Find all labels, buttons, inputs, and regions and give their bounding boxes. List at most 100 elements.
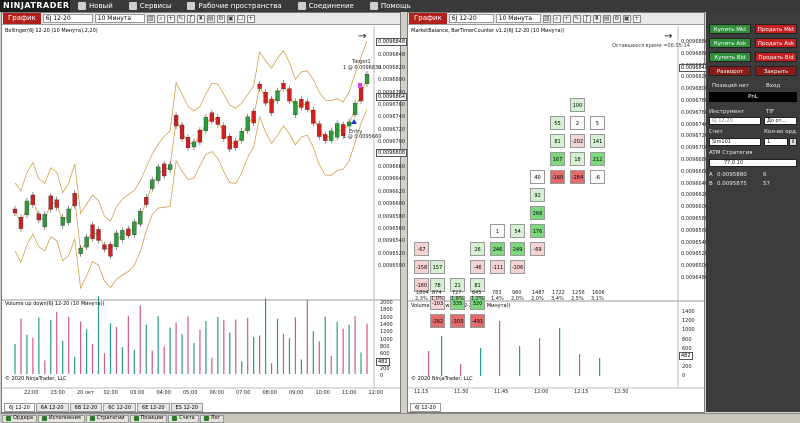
orderflow-cell: 2 (570, 116, 585, 130)
close-button[interactable]: Закрыть (755, 66, 797, 76)
add-tab-icon[interactable]: + (632, 14, 641, 23)
orderflow-cell: 157 (430, 260, 445, 274)
instrument-tab[interactable]: 6J 12-20 (4, 403, 35, 412)
left-instrument-selector[interactable]: 6J 12-20 (42, 14, 93, 23)
status-tab[interactable]: Счета (168, 414, 199, 423)
instrument-field[interactable]: 6J 12-20 (709, 117, 761, 125)
left-chart-canvas[interactable]: → (2, 26, 400, 412)
candle-body (96, 229, 101, 241)
volume-bar (163, 346, 165, 374)
candle-body (156, 166, 161, 181)
left-interval-selector[interactable]: 10 Минута (94, 14, 145, 23)
candle-body (144, 197, 149, 205)
properties-icon[interactable]: ⚙ (216, 14, 225, 23)
right-chart-window: График 6J 12-20 10 Минута ▥ ⌕ + ✎ ƒ ♜ ▤ … (407, 12, 711, 413)
right-tab-6j[interactable]: 6J 12-20 (410, 403, 441, 412)
indicators-icon[interactable]: ƒ (582, 14, 591, 23)
scroll-right-icon[interactable]: → (664, 31, 672, 42)
buy-bid-button[interactable]: Купить Bid (709, 52, 751, 62)
status-tab[interactable]: Позиции (129, 414, 168, 423)
bar-type-icon[interactable]: ▥ (542, 14, 551, 23)
orderflow-cell: 167 (550, 152, 565, 166)
right-chart-canvas[interactable]: → (408, 26, 704, 412)
instrument-tab[interactable]: ES 12-20 (170, 403, 203, 412)
sell-market-button[interactable]: Продать Mkt (755, 24, 797, 34)
tif-select[interactable]: До от... (764, 117, 797, 125)
volume-axis-label: 200 (380, 365, 390, 372)
candle-body (30, 194, 36, 205)
reverse-button[interactable]: Разворот (709, 66, 751, 76)
wrench-icon (128, 2, 137, 10)
atm-select[interactable]: 77.0.10 (709, 159, 797, 167)
instrument-tab[interactable]: 6B 12-20 (69, 403, 103, 412)
menu-workspaces[interactable]: Рабочие пространства (179, 2, 289, 10)
scroll-right-icon[interactable]: → (358, 31, 366, 42)
add-tab-icon[interactable]: + (246, 14, 255, 23)
main-menubar: NINJATRADER Новый Сервисы Рабочие простр… (0, 0, 800, 12)
time-axis-label: 12:15 (574, 389, 589, 395)
time-axis-label: 05:00 (183, 390, 198, 396)
volume-bar (26, 334, 28, 374)
quantity-input[interactable]: 1 (764, 138, 788, 146)
sell-ask-button[interactable]: Продать Ask (755, 38, 797, 48)
price-axis-label: 0.0096680 (681, 157, 709, 163)
orderflow-cell: -67 (414, 242, 429, 256)
volume-axis-label: 600 (380, 351, 390, 358)
instrument-tab[interactable]: 6A 12-20 (35, 403, 69, 412)
price-axis-label: 0.0096740 (681, 121, 709, 128)
account-select[interactable]: Sim101 (709, 138, 761, 146)
properties-icon[interactable]: ⚙ (612, 14, 621, 23)
snapshot-icon[interactable]: ▣ (622, 14, 631, 23)
indicators-icon[interactable]: ƒ (186, 14, 195, 23)
menu-connections[interactable]: Соединение (290, 2, 362, 10)
status-tab[interactable]: Исполнения (37, 414, 85, 423)
buy-market-button[interactable]: Купить Mkt (709, 24, 751, 34)
right-instrument-tabs: 6J 12-20 (410, 403, 441, 413)
price-axis-label: 0.0096480 (681, 275, 709, 281)
volume-bar (282, 333, 285, 374)
sell-bid-button[interactable]: Продать Bid (755, 52, 797, 62)
crosshair-icon[interactable]: + (166, 14, 175, 23)
price-axis-label: 0.0096780 (378, 90, 405, 96)
right-instrument-selector[interactable]: 6J 12-20 (448, 14, 494, 23)
status-tab[interactable]: Лог (199, 414, 225, 423)
volume-axis-label: 1200 (682, 318, 695, 325)
candle-body (293, 101, 298, 116)
ninjatrader-logo: NINJATRADER (0, 0, 70, 12)
crosshair-icon[interactable]: + (562, 14, 571, 23)
chart-trader-icon[interactable]: ▤ (206, 14, 215, 23)
data-box-icon[interactable]: ☐ (236, 14, 245, 23)
status-tab[interactable]: Ордера (2, 414, 37, 423)
delta-percent: 1,2% (471, 296, 484, 302)
volume-bar (599, 358, 601, 376)
right-interval-selector[interactable]: 10 Минута (495, 14, 541, 23)
quantity-stepper[interactable]: ⇕ (789, 138, 797, 146)
menu-help[interactable]: Помощь (362, 2, 419, 10)
tab-icon (203, 416, 209, 421)
chart-trader-icon[interactable]: ▤ (602, 14, 611, 23)
status-tab-label: Позиции (140, 415, 164, 421)
drawing-tools-icon[interactable]: ✎ (176, 14, 185, 23)
zoom-icon[interactable]: ⌕ (156, 14, 165, 23)
volume-axis-label: 2000 (380, 300, 393, 306)
delta-percent: 3,1% (591, 296, 604, 302)
drawing-tools-icon[interactable]: ✎ (572, 14, 581, 23)
buy-ask-button[interactable]: Купить Ask (709, 38, 751, 48)
menu-tools[interactable]: Сервисы (121, 2, 180, 10)
candle-body (150, 179, 155, 189)
zoom-icon[interactable]: ⌕ (552, 14, 561, 23)
volume-axis-label: 1000 (380, 336, 393, 343)
instrument-tab[interactable]: 6C 12-20 (103, 403, 137, 412)
strategies-icon[interactable]: ♜ (592, 14, 601, 23)
bar-type-icon[interactable]: ▥ (146, 14, 155, 23)
strategies-icon[interactable]: ♜ (196, 14, 205, 23)
status-tab-label: Стратегии (96, 415, 125, 421)
instrument-tab[interactable]: 6E 12-20 (137, 403, 170, 412)
menu-workspaces-label: Рабочие пространства (198, 2, 282, 10)
status-tab[interactable]: Стратегии (85, 414, 129, 423)
price-axis-label: 0.0096880 (681, 39, 709, 45)
candle-body (18, 217, 24, 229)
menu-new[interactable]: Новый (70, 2, 121, 10)
snapshot-icon[interactable]: ▣ (226, 14, 235, 23)
volume-bar (133, 349, 135, 374)
